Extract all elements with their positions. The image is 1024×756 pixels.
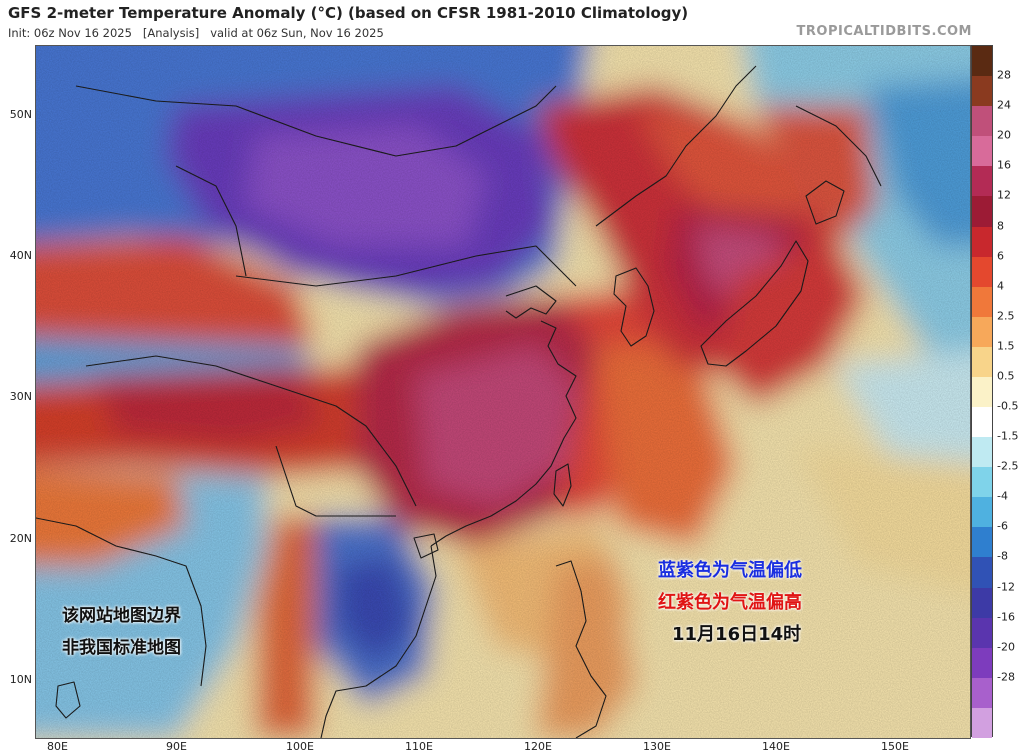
colorbar-label: -8 — [997, 549, 1008, 563]
colorbar-segment — [972, 46, 992, 77]
colorbar-label: -6 — [997, 519, 1008, 533]
annotation-disclaimer-2: 非我国标准地图 — [62, 638, 181, 658]
lon-label: 120E — [524, 740, 552, 753]
colorbar-segment — [972, 226, 992, 258]
colorbar-segment — [972, 647, 992, 679]
anomaly-map — [36, 46, 970, 738]
lon-label: 80E — [47, 740, 68, 753]
colorbar-label: 4 — [997, 279, 1004, 293]
colorbar-label: -28 — [997, 670, 1015, 684]
colorbar-label: 2.5 — [997, 309, 1015, 323]
colorbar-label: 28 — [997, 68, 1011, 82]
colorbar-segment — [972, 376, 992, 408]
colorbar-segment — [972, 527, 992, 558]
lon-label: 100E — [286, 740, 314, 753]
lat-label: 10N — [9, 673, 32, 686]
annotation-warm: 红紫色为气温偏高 — [658, 592, 802, 613]
colorbar-segment — [972, 407, 992, 438]
colorbar-segment — [972, 76, 992, 107]
colorbar-segment — [972, 256, 992, 288]
colorbar-label: -16 — [997, 610, 1015, 624]
colorbar-segment — [972, 557, 992, 589]
colorbar-label: 20 — [997, 128, 1011, 142]
colorbar-segment — [972, 467, 992, 498]
colorbar-label: 8 — [997, 219, 1004, 233]
colorbar-segment — [972, 497, 992, 528]
colorbar-segment — [972, 346, 992, 378]
annotation-time: 11月16日14时 — [672, 624, 802, 645]
colorbar-label: 1.5 — [997, 339, 1015, 353]
lon-label: 140E — [762, 740, 790, 753]
analysis-tag: [Analysis] — [142, 26, 200, 40]
site-watermark: TROPICALTIDBITS.COM — [796, 24, 972, 39]
colorbar-label: -1.5 — [997, 429, 1019, 443]
colorbar-segment — [972, 587, 992, 619]
map-title: GFS 2-meter Temperature Anomaly (°C) (ba… — [8, 4, 689, 22]
colorbar-segment — [972, 106, 992, 137]
colorbar-segment — [972, 677, 992, 709]
valid-time: valid at 06z Sun, Nov 16 2025 — [210, 26, 384, 40]
colorbar-segment — [972, 437, 992, 468]
colorbar-label: 12 — [997, 188, 1011, 202]
annotation-disclaimer-1: 该网站地图边界 — [62, 606, 181, 626]
lon-label: 130E — [643, 740, 671, 753]
colorbar-label: -12 — [997, 580, 1015, 594]
colorbar — [971, 45, 993, 739]
colorbar-label: 24 — [997, 98, 1011, 112]
map-subtitle: Init: 06z Nov 16 2025 [Analysis] valid a… — [8, 26, 384, 40]
colorbar-segment — [972, 707, 992, 739]
coastlines — [36, 65, 882, 738]
colorbar-label: 16 — [997, 158, 1011, 172]
colorbar-label: 0.5 — [997, 369, 1015, 383]
colorbar-segment — [972, 617, 992, 649]
colorbar-label: -0.5 — [997, 399, 1019, 413]
lat-label: 40N — [9, 249, 32, 262]
annotation-cold: 蓝紫色为气温偏低 — [658, 560, 802, 581]
colorbar-label: 6 — [997, 249, 1004, 263]
colorbar-label: -4 — [997, 489, 1008, 503]
colorbar-segment — [972, 286, 992, 318]
lat-label: 30N — [9, 390, 32, 403]
colorbar-segment — [972, 136, 992, 167]
lon-label: 150E — [881, 740, 909, 753]
lon-label: 90E — [166, 740, 187, 753]
colorbar-segment — [972, 196, 992, 227]
colorbar-segment — [972, 166, 992, 197]
lon-label: 110E — [405, 740, 433, 753]
colorbar-segment — [972, 316, 992, 348]
init-time: Init: 06z Nov 16 2025 — [8, 26, 132, 40]
lat-label: 50N — [9, 108, 32, 121]
colorbar-label: -2.5 — [997, 459, 1019, 473]
lat-label: 20N — [9, 532, 32, 545]
map-area — [35, 45, 971, 739]
colorbar-label: -20 — [997, 640, 1015, 654]
